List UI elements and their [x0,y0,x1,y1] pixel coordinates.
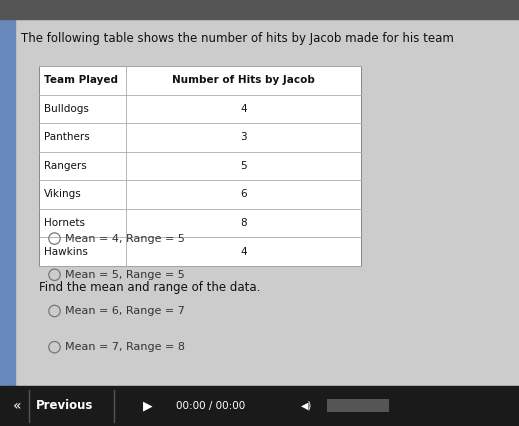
Text: ▶: ▶ [143,399,153,412]
Text: ◀): ◀) [301,401,312,411]
Text: 00:00 / 00:00: 00:00 / 00:00 [176,401,245,411]
Text: Hornets: Hornets [44,218,85,228]
Text: Vikings: Vikings [44,190,82,199]
Text: «: « [13,399,21,413]
Text: 3: 3 [240,132,247,142]
Text: The following table shows the number of hits by Jacob made for his team: The following table shows the number of … [21,32,454,45]
Text: 8: 8 [240,218,247,228]
Text: Find the mean and range of the data.: Find the mean and range of the data. [39,281,261,294]
Text: 5: 5 [240,161,247,171]
Text: Bulldogs: Bulldogs [44,104,89,114]
Text: Mean = 7, Range = 8: Mean = 7, Range = 8 [65,342,185,352]
Text: 4: 4 [240,247,247,256]
Text: 6: 6 [240,190,247,199]
Text: Mean = 4, Range = 5: Mean = 4, Range = 5 [65,233,185,244]
Text: Number of Hits by Jacob: Number of Hits by Jacob [172,75,315,85]
Text: Mean = 6, Range = 7: Mean = 6, Range = 7 [65,306,185,316]
Text: Panthers: Panthers [44,132,90,142]
Text: Team Played: Team Played [44,75,118,85]
Text: Previous: Previous [36,399,94,412]
Text: Hawkins: Hawkins [44,247,88,256]
Text: 4: 4 [240,104,247,114]
Text: Mean = 5, Range = 5: Mean = 5, Range = 5 [65,270,185,280]
Text: Rangers: Rangers [44,161,87,171]
